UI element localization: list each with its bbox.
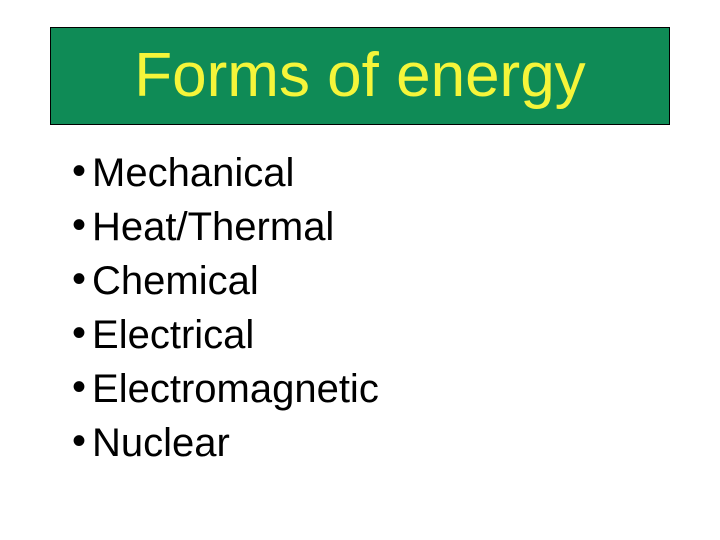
bullet-icon: •	[72, 421, 86, 461]
energy-forms-list: • Mechanical • Heat/Thermal • Chemical •…	[72, 146, 379, 470]
slide: Forms of energy • Mechanical • Heat/Ther…	[0, 0, 720, 540]
list-item-label: Heat/Thermal	[92, 200, 334, 254]
bullet-icon: •	[72, 205, 86, 245]
list-item: • Electrical	[72, 308, 379, 362]
list-item-label: Nuclear	[92, 416, 230, 470]
slide-title: Forms of energy	[134, 45, 585, 107]
list-item: • Heat/Thermal	[72, 200, 379, 254]
list-item: • Mechanical	[72, 146, 379, 200]
list-item: • Nuclear	[72, 416, 379, 470]
bullet-icon: •	[72, 151, 86, 191]
bullet-icon: •	[72, 313, 86, 353]
list-item: • Electromagnetic	[72, 362, 379, 416]
bullet-icon: •	[72, 367, 86, 407]
list-item-label: Chemical	[92, 254, 259, 308]
list-item-label: Electrical	[92, 308, 254, 362]
bullet-icon: •	[72, 259, 86, 299]
list-item: • Chemical	[72, 254, 379, 308]
list-item-label: Electromagnetic	[92, 362, 379, 416]
title-box: Forms of energy	[50, 27, 670, 125]
list-item-label: Mechanical	[92, 146, 294, 200]
